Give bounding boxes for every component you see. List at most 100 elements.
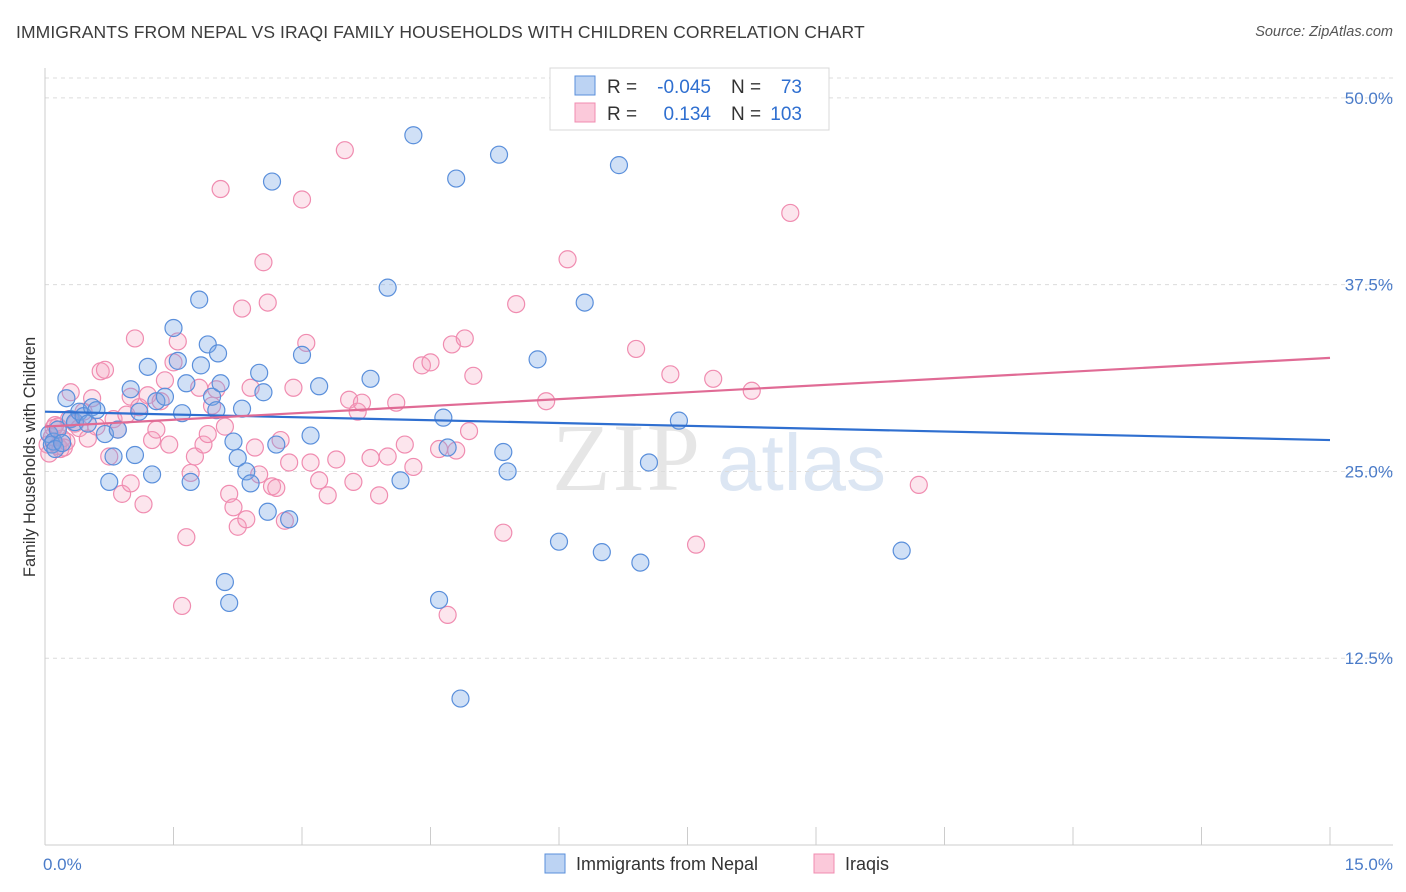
- point-iraqi: [661, 365, 680, 384]
- point-nepal: [609, 156, 629, 175]
- point-iraqi: [168, 332, 187, 351]
- point-iraqi: [781, 203, 800, 223]
- point-nepal: [241, 474, 260, 493]
- point-nepal: [592, 543, 611, 562]
- point-nepal: [168, 351, 187, 370]
- point-nepal: [280, 510, 299, 529]
- point-nepal: [198, 335, 217, 354]
- legend-n-label-iraqi: N =: [731, 104, 761, 125]
- point-iraqi: [292, 190, 312, 209]
- point-iraqi: [507, 294, 526, 314]
- point-iraqi: [160, 435, 179, 454]
- legend-swatch-iraqi: [574, 102, 596, 123]
- point-iraqi: [742, 381, 761, 400]
- watermark-zip: ZIP: [552, 404, 702, 511]
- point-iraqi: [686, 535, 706, 554]
- point-nepal: [57, 389, 76, 408]
- point-nepal: [147, 392, 166, 411]
- point-iraqi: [211, 179, 230, 199]
- point-iraqi: [258, 293, 277, 312]
- point-nepal: [208, 344, 228, 363]
- point-nepal: [125, 445, 145, 465]
- y-tick-label: 12.5%: [1345, 649, 1393, 668]
- bottom-legend-label-nepal: Immigrants from Nepal: [576, 854, 758, 874]
- legend-r-label-iraqi: R =: [607, 104, 637, 125]
- point-nepal: [215, 572, 234, 592]
- point-nepal: [87, 401, 106, 420]
- y-tick-label: 25.0%: [1345, 462, 1393, 481]
- point-iraqi: [237, 510, 256, 529]
- point-nepal: [211, 374, 230, 393]
- point-iraqi: [344, 472, 363, 492]
- bottom-legend-label-iraqi: Iraqis: [845, 854, 889, 874]
- series-immigrants-from-nepal: [40, 126, 911, 708]
- point-nepal: [429, 590, 449, 610]
- point-iraqi: [155, 371, 175, 390]
- point-iraqi: [297, 333, 316, 353]
- trend-line-nepal: [44, 410, 1331, 442]
- point-iraqi: [224, 498, 243, 517]
- point-nepal: [130, 402, 149, 421]
- point-iraqi: [125, 329, 145, 348]
- point-iraqi: [142, 430, 162, 450]
- point-nepal: [438, 438, 457, 457]
- point-iraqi: [421, 353, 440, 372]
- point-iraqi: [232, 299, 252, 318]
- point-nepal: [228, 448, 247, 468]
- point-iraqi: [301, 453, 320, 472]
- point-iraqi: [267, 478, 286, 497]
- point-iraqi: [177, 528, 196, 547]
- point-nepal: [262, 172, 282, 191]
- point-nepal: [224, 432, 243, 451]
- point-nepal: [53, 433, 72, 453]
- bottom-legend-swatch-iraqi: [813, 853, 835, 874]
- point-iraqi: [327, 450, 346, 469]
- point-nepal: [892, 541, 911, 560]
- point-iraqi: [352, 393, 372, 412]
- x-tick-label-max: 15.0%: [1345, 855, 1393, 874]
- point-iraqi: [626, 339, 646, 359]
- point-nepal: [138, 357, 157, 376]
- point-iraqi: [335, 141, 354, 160]
- point-nepal: [378, 278, 397, 297]
- point-iraqi: [172, 596, 192, 616]
- y-axis-label: Family Households with Children: [21, 337, 39, 577]
- bottom-legend-swatch-nepal: [544, 853, 566, 874]
- point-iraqi: [438, 605, 457, 624]
- legend-n-value-nepal: 73: [781, 77, 802, 98]
- point-nepal: [498, 462, 517, 481]
- point-nepal: [549, 532, 569, 551]
- legend-swatch-nepal: [574, 75, 596, 96]
- series-legend: Immigrants from Nepal Iraqis: [544, 853, 889, 874]
- point-nepal: [155, 387, 175, 406]
- watermark-atlas: atlas: [717, 418, 886, 507]
- point-nepal: [108, 420, 127, 439]
- point-nepal: [191, 356, 211, 375]
- point-iraqi: [909, 475, 928, 494]
- point-nepal: [104, 447, 123, 466]
- point-nepal: [494, 442, 513, 462]
- legend-r-value-nepal: -0.045: [657, 77, 711, 98]
- point-iraqi: [378, 447, 397, 466]
- point-nepal: [310, 377, 329, 396]
- point-nepal: [232, 399, 252, 418]
- point-nepal: [177, 374, 196, 393]
- point-iraqi: [215, 417, 234, 436]
- point-nepal: [142, 465, 162, 484]
- y-tick-label: 37.5%: [1345, 276, 1393, 295]
- point-iraqi: [194, 435, 213, 454]
- point-nepal: [172, 404, 192, 423]
- point-nepal: [250, 363, 269, 382]
- legend-n-value-iraqi: 103: [770, 104, 802, 125]
- point-nepal: [404, 126, 423, 145]
- point-iraqi: [147, 420, 166, 439]
- point-iraqi: [121, 474, 140, 493]
- point-nepal: [434, 408, 453, 427]
- point-iraqi: [404, 457, 423, 477]
- point-nepal: [301, 426, 320, 445]
- point-iraqi: [95, 360, 115, 379]
- point-iraqi: [198, 424, 217, 444]
- point-nepal: [190, 290, 209, 309]
- point-iraqi: [459, 421, 479, 441]
